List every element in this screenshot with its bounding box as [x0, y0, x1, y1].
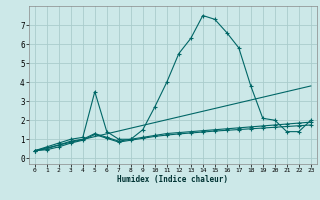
X-axis label: Humidex (Indice chaleur): Humidex (Indice chaleur): [117, 175, 228, 184]
